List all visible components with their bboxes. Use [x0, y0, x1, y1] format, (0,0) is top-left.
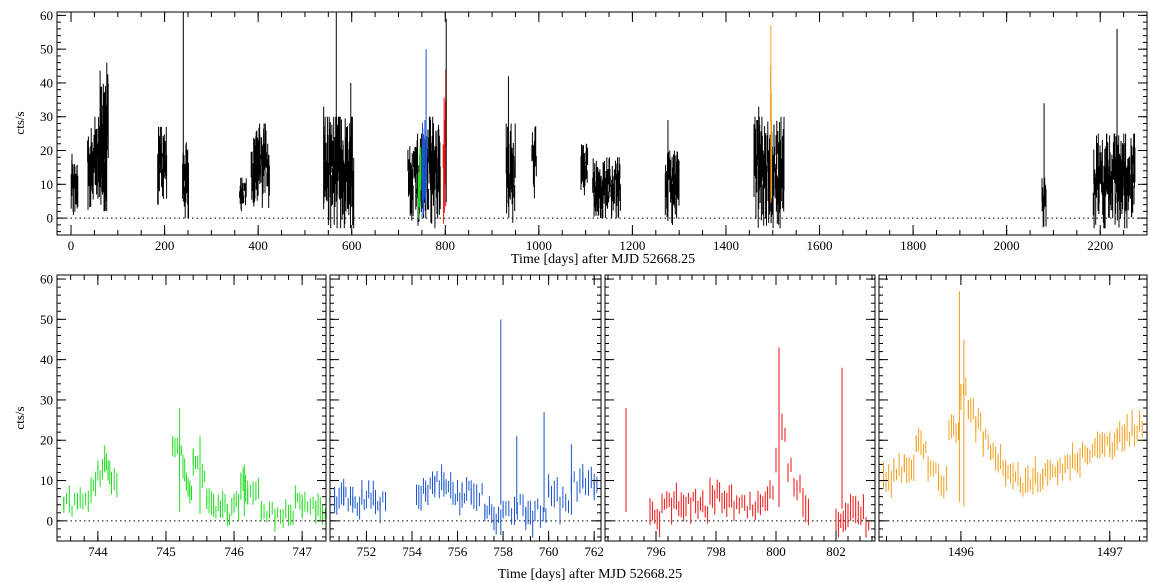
y-tick-label: 40 [40, 75, 53, 90]
x-tick-label: 745 [156, 544, 176, 559]
panel-frame [604, 274, 876, 542]
top-xlabel: Time [days] after MJD 52668.25 [511, 252, 695, 267]
x-tick-label: 802 [826, 544, 846, 559]
data-segment [505, 123, 516, 223]
data-segment [157, 126, 168, 205]
data-scatter [63, 435, 326, 532]
x-tick-label: 798 [706, 544, 726, 559]
y-tick-label: 40 [40, 352, 53, 367]
y-tick-label: 60 [40, 8, 53, 23]
panel-data-red [605, 347, 875, 538]
x-tick-label: 758 [493, 544, 513, 559]
y-tick-label: 20 [40, 433, 53, 448]
panel-data-orange [879, 291, 1147, 522]
x-tick-label: 2000 [994, 238, 1020, 253]
x-tick-label: 1496 [948, 544, 975, 559]
x-tick-label: 1200 [619, 238, 645, 253]
panel-orange: 1496 1497 [878, 274, 1148, 559]
panel-green: 744 745 746 747 0 10 20 30 40 50 60 [40, 272, 327, 559]
data-segment [664, 150, 680, 225]
x-tick-label: 2200 [1087, 238, 1113, 253]
data-segment [592, 157, 621, 219]
y-tick-label: 30 [40, 392, 53, 407]
data-segment [323, 116, 355, 229]
data-segment [70, 153, 79, 215]
x-tick-label: 800 [436, 238, 456, 253]
data-segment [1092, 133, 1136, 229]
data-segment [250, 123, 270, 208]
data-segment [239, 177, 247, 212]
x-tick-label: 762 [584, 544, 604, 559]
x-tick-label: 200 [155, 238, 175, 253]
panel-blue: 752 754 756 758 760 762 [329, 274, 604, 559]
x-tick-label: 796 [646, 544, 666, 559]
x-tick-label: 1000 [526, 238, 552, 253]
bottom-ylabel: cts/s [12, 406, 27, 429]
x-tick-label: 1400 [713, 238, 739, 253]
data-scatter [649, 413, 870, 538]
panel-top: 0 200 400 600 800 1000 1200 1400 1600 1800 2000 220… [40, 8, 1148, 253]
x-tick-label: 746 [224, 544, 244, 559]
panel-data-blue [330, 319, 601, 538]
x-tick-label: 800 [766, 544, 786, 559]
x-tick-label: 400 [248, 238, 268, 253]
data-scatter [883, 377, 1143, 499]
x-tick-label: 0 [68, 238, 75, 253]
data-segment [99, 62, 109, 202]
panel-data-top [57, 12, 1147, 229]
y-tick-label: 50 [40, 42, 53, 57]
data-segment [417, 147, 422, 219]
y-tick-label: 10 [40, 473, 53, 488]
y-tick-label: 30 [40, 109, 53, 124]
y-tick-label: 20 [40, 143, 53, 158]
x-tick-label: 760 [539, 544, 559, 559]
x-tick-label: 756 [448, 544, 468, 559]
x-tick-label: 1600 [807, 238, 833, 253]
panel-red: 796 798 800 802 [604, 274, 876, 559]
y-tick-label: 0 [47, 513, 54, 528]
x-tick-label: 600 [342, 238, 362, 253]
data-segment [427, 116, 441, 229]
x-tick-label: 754 [402, 544, 422, 559]
x-tick-label: 1800 [900, 238, 926, 253]
data-scatter [334, 463, 598, 538]
y-tick-label: 50 [40, 312, 53, 327]
y-tick-label: 10 [40, 177, 53, 192]
panel-frame [878, 274, 1148, 542]
x-tick-label: 744 [88, 544, 108, 559]
data-segment [580, 143, 589, 196]
x-tick-label: 1497 [1097, 544, 1124, 559]
top-ylabel: cts/s [12, 111, 27, 134]
x-tick-label: 752 [357, 544, 377, 559]
y-tick-label: 0 [47, 211, 54, 226]
bottom-xlabel: Time [days] after MJD 52668.25 [498, 567, 682, 582]
panel-data-green [57, 408, 326, 532]
x-tick-label: 747 [292, 544, 312, 559]
data-segment [531, 126, 537, 199]
y-tick-label: 60 [40, 272, 53, 287]
